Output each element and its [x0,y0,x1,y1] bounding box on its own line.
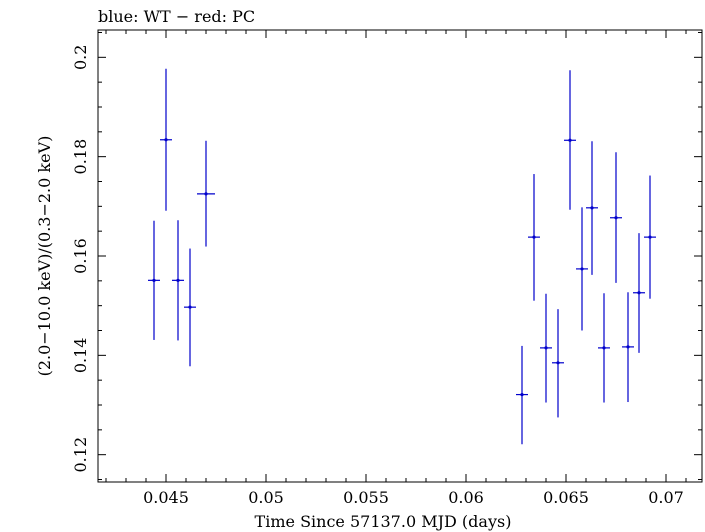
data-point [622,292,634,403]
point-marker [568,138,572,142]
point-marker [602,346,606,350]
point-marker [648,235,652,239]
data-point [598,293,610,403]
point-marker [188,305,192,309]
y-tick-label: 0.14 [71,338,90,374]
data-point [586,141,598,275]
data-point [633,233,645,353]
point-marker [520,392,524,397]
point-marker [532,235,536,239]
data-point [197,140,215,247]
axis-ticks [98,30,702,482]
point-marker [637,291,641,295]
plot-frame [97,29,703,483]
data-point [644,175,656,299]
y-axis-label: (2.0−10.0 keV)/(0.3−2.0 keV) [35,136,54,377]
y-tick-label: 0.2 [71,45,90,70]
point-marker [164,138,168,142]
point-marker [152,278,156,282]
data-point [576,207,588,331]
y-tick-label: 0.12 [71,437,90,473]
x-tick-label: 0.07 [648,488,684,507]
point-marker [590,206,594,210]
data-point [610,152,622,283]
point-marker [176,278,180,282]
x-tick-label: 0.06 [448,488,484,507]
x-tick-label: 0.05 [248,488,284,507]
x-tick-label: 0.045 [143,488,189,507]
data-point [148,220,160,340]
point-marker [626,345,630,349]
data-point [516,345,528,445]
data-points [148,68,656,445]
x-axis-label: Time Since 57137.0 MJD (days) [255,512,512,531]
y-tick-label: 0.16 [71,238,90,274]
point-marker [614,216,618,220]
point-marker [544,346,548,350]
x-tick-label: 0.065 [543,488,589,507]
data-point [540,293,552,403]
chart-title: blue: WT − red: PC [98,7,255,26]
point-marker [556,361,560,365]
point-marker [580,267,584,271]
data-point [528,174,540,301]
data-point [160,68,172,211]
x-tick-labels: 0.045 0.05 0.055 0.06 0.065 0.07 [143,488,684,507]
y-tick-labels: 0.12 0.14 0.16 0.18 0.2 [71,45,90,473]
data-point [172,220,184,341]
data-point [552,309,564,418]
x-tick-label: 0.055 [343,488,389,507]
data-point [564,70,576,210]
point-marker [204,192,208,196]
data-point [184,248,196,367]
y-tick-label: 0.18 [71,139,90,175]
